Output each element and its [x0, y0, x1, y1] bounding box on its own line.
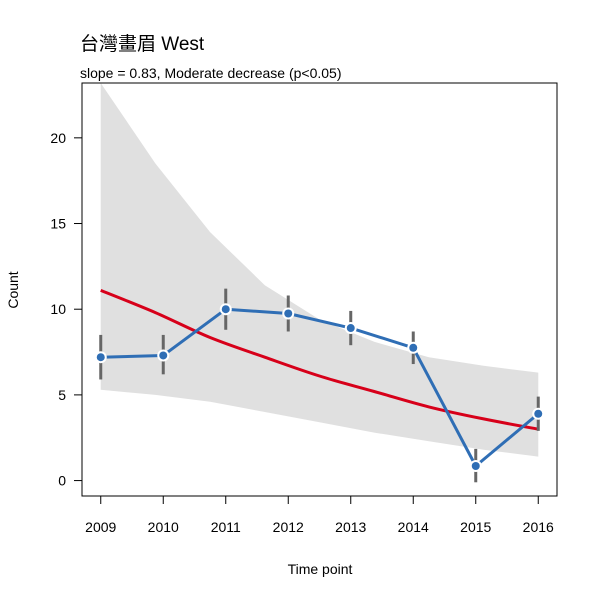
x-tick-label: 2014 [398, 519, 429, 535]
data-point [534, 409, 543, 418]
observed-line-segment [474, 412, 540, 468]
trend-line [100, 289, 539, 431]
data-point [346, 324, 355, 333]
observed-line-segment [100, 353, 164, 359]
data-point [284, 309, 293, 318]
y-tick-label: 5 [58, 387, 66, 403]
y-axis: 0 5 10 15 20 [50, 130, 83, 489]
y-tick-label: 0 [58, 473, 66, 489]
trend-line-layer [100, 289, 539, 431]
x-tick-label: 2012 [273, 519, 304, 535]
chart-title: 台灣畫眉 West [80, 33, 205, 55]
y-axis-label: Count [5, 271, 21, 308]
chart-subtitle: slope = 0.83, Moderate decrease (p<0.05) [80, 65, 342, 81]
y-tick-label: 10 [50, 301, 66, 317]
y-tick-label: 20 [50, 130, 66, 146]
data-point [471, 462, 480, 471]
confidence-band-layer [100, 83, 539, 457]
data-point [159, 351, 168, 360]
x-tick-label: 2015 [460, 519, 491, 535]
observed-line-segment [350, 326, 414, 350]
data-point [221, 305, 230, 314]
x-tick-label: 2011 [211, 519, 241, 535]
x-tick-label: 2010 [148, 519, 179, 535]
confidence-band [100, 83, 539, 457]
observed-line-segment [225, 307, 289, 315]
observed-line-segment [411, 347, 478, 467]
x-axis: 2009 2010 2011 2012 2013 2014 2015 2016 [85, 495, 554, 535]
observed-line-segment [162, 308, 227, 357]
data-point [96, 353, 105, 362]
y-tick-label: 15 [50, 216, 66, 232]
data-point [409, 343, 418, 352]
observed-line-segment [287, 312, 352, 330]
x-tick-label: 2016 [523, 519, 554, 535]
x-tick-label: 2013 [335, 519, 366, 535]
x-axis-label: Time point [288, 561, 353, 577]
observed-series-layer [94, 288, 545, 483]
x-tick-label: 2009 [85, 519, 116, 535]
